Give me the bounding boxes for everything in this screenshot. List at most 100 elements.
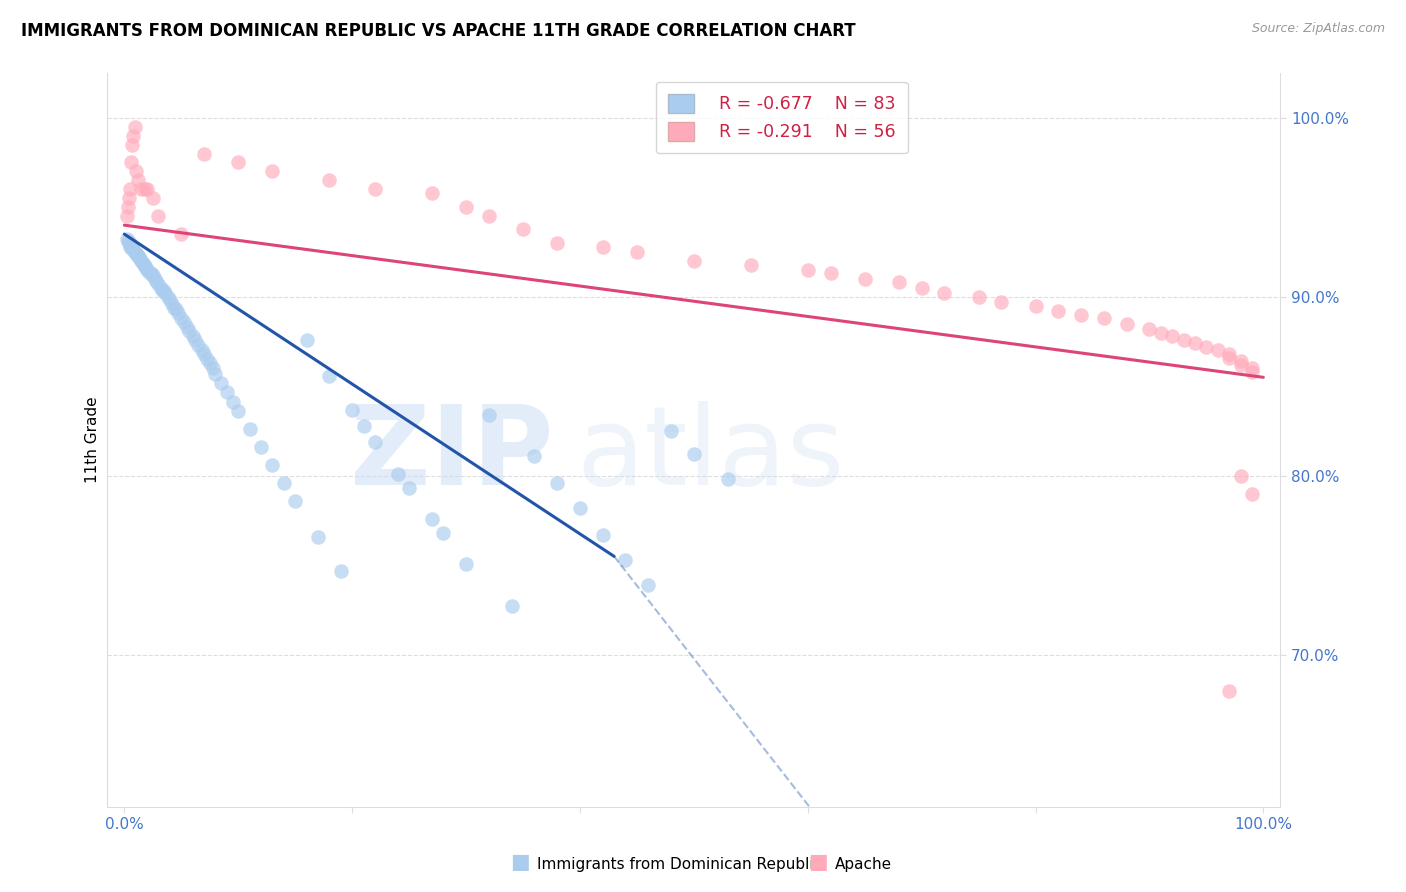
Point — [121, 239, 143, 253]
Point — [181, 329, 204, 343]
Point — [139, 267, 162, 281]
Point — [170, 311, 193, 326]
Point — [155, 286, 177, 301]
Point — [740, 258, 762, 272]
Point — [318, 368, 340, 383]
Point — [159, 293, 181, 308]
Point — [153, 285, 176, 299]
Point — [120, 239, 142, 253]
Point — [273, 475, 295, 490]
Point — [262, 164, 284, 178]
Point — [118, 235, 141, 250]
Point — [209, 376, 232, 390]
Point — [1229, 468, 1251, 483]
Point — [1092, 311, 1115, 326]
Point — [176, 320, 198, 334]
Legend:   R = -0.677    N = 83,   R = -0.291    N = 56: R = -0.677 N = 83, R = -0.291 N = 56 — [655, 82, 908, 153]
Point — [568, 501, 591, 516]
Point — [128, 251, 150, 265]
Point — [122, 128, 145, 143]
Point — [121, 137, 143, 152]
Point — [138, 265, 160, 279]
Text: Source: ZipAtlas.com: Source: ZipAtlas.com — [1251, 22, 1385, 36]
Point — [198, 356, 221, 370]
Point — [129, 252, 152, 267]
Point — [170, 227, 193, 241]
Point — [1218, 683, 1240, 698]
Point — [118, 182, 141, 196]
Point — [478, 408, 501, 422]
Point — [250, 440, 273, 454]
Point — [1184, 336, 1206, 351]
Point — [967, 290, 990, 304]
Point — [796, 263, 818, 277]
Text: IMMIGRANTS FROM DOMINICAN REPUBLIC VS APACHE 11TH GRADE CORRELATION CHART: IMMIGRANTS FROM DOMINICAN REPUBLIC VS AP… — [21, 22, 856, 40]
Point — [115, 232, 138, 246]
Point — [132, 258, 155, 272]
Point — [156, 290, 179, 304]
Point — [523, 449, 546, 463]
Point — [1240, 361, 1263, 376]
Point — [226, 404, 249, 418]
Point — [934, 286, 956, 301]
Point — [148, 277, 170, 292]
Point — [1218, 347, 1240, 361]
Point — [142, 268, 165, 283]
Point — [226, 155, 249, 169]
Point — [659, 424, 682, 438]
Point — [184, 333, 207, 347]
Point — [546, 235, 568, 250]
Text: Apache: Apache — [835, 857, 893, 872]
Point — [614, 553, 637, 567]
Point — [910, 281, 932, 295]
Point — [173, 315, 195, 329]
Point — [117, 200, 139, 214]
Point — [165, 302, 187, 317]
Point — [122, 244, 145, 258]
Y-axis label: 11th Grade: 11th Grade — [86, 397, 100, 483]
Point — [145, 274, 167, 288]
Point — [478, 209, 501, 223]
Point — [141, 268, 163, 283]
Point — [124, 120, 146, 134]
Point — [364, 434, 387, 449]
Point — [1115, 317, 1137, 331]
Point — [125, 247, 148, 261]
Point — [131, 182, 153, 196]
Point — [121, 242, 143, 256]
Point — [134, 260, 156, 274]
Point — [179, 324, 201, 338]
Point — [204, 367, 226, 381]
Point — [637, 578, 659, 592]
Point — [150, 283, 173, 297]
Point — [191, 343, 214, 358]
Point — [295, 333, 318, 347]
Point — [115, 209, 138, 223]
Point — [420, 512, 443, 526]
Point — [364, 182, 387, 196]
Point — [682, 254, 704, 268]
Point — [1218, 351, 1240, 365]
Point — [117, 234, 139, 248]
Point — [1047, 304, 1070, 318]
Point — [329, 564, 352, 578]
Point — [1070, 308, 1092, 322]
Point — [118, 239, 141, 253]
Point — [398, 481, 420, 495]
Text: ZIP: ZIP — [350, 401, 553, 508]
Point — [1025, 299, 1047, 313]
Point — [221, 395, 243, 409]
Point — [340, 402, 363, 417]
Point — [187, 338, 209, 352]
Text: Immigrants from Dominican Republic: Immigrants from Dominican Republic — [537, 857, 823, 872]
Point — [143, 272, 166, 286]
Point — [626, 245, 648, 260]
Point — [136, 182, 159, 196]
Point — [160, 297, 183, 311]
Point — [149, 281, 172, 295]
Point — [125, 164, 148, 178]
Text: atlas: atlas — [576, 401, 845, 508]
Point — [420, 186, 443, 200]
Point — [1206, 343, 1229, 358]
Point — [853, 272, 876, 286]
